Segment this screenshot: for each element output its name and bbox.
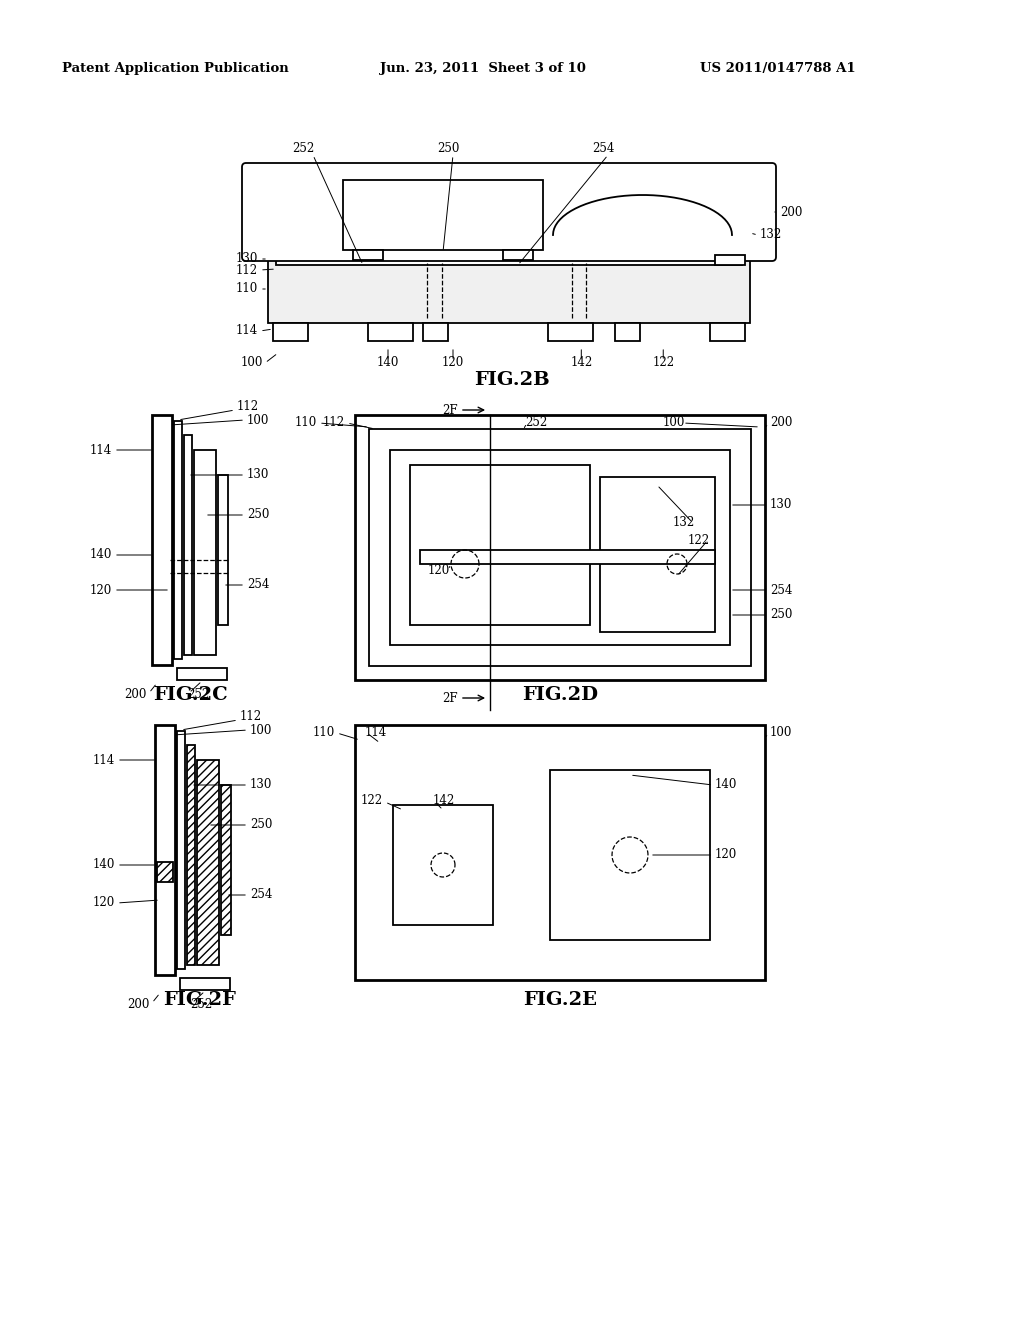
Text: 200: 200: [780, 206, 803, 219]
Bar: [268, 255, 750, 323]
Bar: [152, 414, 172, 665]
Bar: [276, 255, 742, 265]
Bar: [155, 725, 175, 975]
Text: 122: 122: [360, 793, 383, 807]
Bar: [600, 477, 715, 632]
Text: 200: 200: [770, 417, 793, 429]
Text: 254: 254: [770, 583, 793, 597]
Text: 130: 130: [250, 779, 272, 792]
Text: 122: 122: [652, 356, 674, 370]
Bar: [410, 465, 590, 624]
Bar: [710, 323, 745, 341]
Bar: [273, 323, 308, 341]
Text: 252: 252: [525, 417, 547, 429]
Bar: [174, 421, 182, 659]
Text: 130: 130: [770, 499, 793, 511]
Text: Jun. 23, 2011  Sheet 3 of 10: Jun. 23, 2011 Sheet 3 of 10: [380, 62, 586, 75]
Text: 252: 252: [292, 143, 314, 154]
Text: 120: 120: [715, 849, 737, 862]
Bar: [184, 436, 193, 655]
Bar: [194, 450, 216, 655]
Text: 112: 112: [236, 264, 258, 276]
Text: 142: 142: [433, 793, 456, 807]
Text: 100: 100: [241, 356, 263, 370]
Text: 140: 140: [715, 779, 737, 792]
Bar: [218, 475, 228, 624]
Bar: [343, 180, 543, 249]
Text: 140: 140: [377, 356, 399, 370]
Bar: [263, 247, 755, 255]
Bar: [393, 805, 493, 925]
Text: 132: 132: [760, 228, 782, 242]
Bar: [353, 249, 383, 260]
Text: 252: 252: [190, 998, 212, 1011]
Bar: [420, 550, 715, 564]
Bar: [177, 668, 227, 680]
Bar: [550, 770, 710, 940]
Text: 140: 140: [90, 549, 112, 561]
Text: FIG.2C: FIG.2C: [153, 686, 227, 704]
Text: FIG.2B: FIG.2B: [474, 371, 550, 389]
Text: 120: 120: [90, 583, 112, 597]
Bar: [715, 255, 745, 265]
Text: 110: 110: [236, 282, 258, 296]
Text: 254: 254: [247, 578, 269, 591]
Text: 2F: 2F: [442, 404, 458, 417]
Text: 114: 114: [90, 444, 112, 457]
Bar: [221, 785, 231, 935]
Bar: [369, 429, 751, 667]
Text: 140: 140: [92, 858, 115, 871]
Bar: [180, 978, 230, 990]
Bar: [615, 323, 640, 341]
Bar: [355, 725, 765, 979]
Bar: [157, 862, 173, 882]
Text: 114: 114: [93, 754, 115, 767]
Text: 112: 112: [323, 417, 345, 429]
Text: 110: 110: [312, 726, 335, 739]
Text: 112: 112: [240, 710, 262, 723]
Text: 110: 110: [295, 417, 317, 429]
Text: 250: 250: [437, 143, 459, 154]
Text: 132: 132: [673, 516, 695, 529]
Text: 252: 252: [187, 689, 209, 701]
Text: 114: 114: [236, 325, 258, 338]
Text: 100: 100: [247, 413, 269, 426]
Text: FIG.2F: FIG.2F: [164, 991, 237, 1008]
Text: Patent Application Publication: Patent Application Publication: [62, 62, 289, 75]
Text: 254: 254: [250, 888, 272, 902]
Text: 100: 100: [250, 723, 272, 737]
Bar: [368, 323, 413, 341]
Text: 112: 112: [237, 400, 259, 413]
Text: 122: 122: [688, 533, 710, 546]
Text: 114: 114: [365, 726, 387, 739]
Bar: [177, 731, 185, 969]
Text: FIG.2D: FIG.2D: [522, 686, 598, 704]
Text: 200: 200: [128, 998, 150, 1011]
Text: US 2011/0147788 A1: US 2011/0147788 A1: [700, 62, 856, 75]
Text: 250: 250: [250, 818, 272, 832]
Text: FIG.2E: FIG.2E: [523, 991, 597, 1008]
Bar: [390, 450, 730, 645]
Bar: [548, 323, 593, 341]
Bar: [197, 760, 219, 965]
Bar: [355, 414, 765, 680]
Text: 120: 120: [442, 356, 464, 370]
Text: 250: 250: [247, 508, 269, 521]
Text: 200: 200: [125, 689, 147, 701]
Bar: [187, 744, 195, 965]
Bar: [423, 323, 449, 341]
Text: 130: 130: [247, 469, 269, 482]
Text: 250: 250: [770, 609, 793, 622]
Text: 142: 142: [570, 356, 593, 370]
Bar: [503, 249, 534, 260]
Text: 100: 100: [663, 417, 685, 429]
Text: 120: 120: [93, 896, 115, 909]
Text: 2F: 2F: [442, 692, 458, 705]
Text: 130: 130: [236, 252, 258, 265]
Text: 120: 120: [428, 564, 450, 577]
Text: 100: 100: [770, 726, 793, 739]
Text: 254: 254: [592, 143, 614, 154]
FancyBboxPatch shape: [242, 162, 776, 261]
